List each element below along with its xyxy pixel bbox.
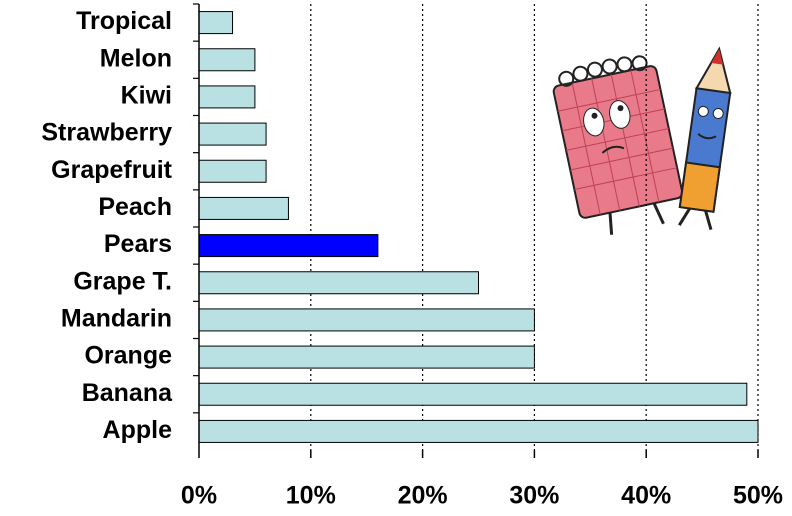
bar <box>198 48 256 72</box>
x-tick-label: 0% <box>181 482 217 510</box>
x-tick-label: 20% <box>398 482 448 510</box>
bar <box>198 234 379 258</box>
x-tick-label: 50% <box>733 482 783 510</box>
y-tick-label: Tropical <box>76 7 172 35</box>
plot-area: 0% 10% 20% 30% 40% 50% Tropical Melon Kiwi Strawb… <box>41 3 783 510</box>
clipart <box>552 46 732 235</box>
y-tick-label: Peach <box>98 193 172 221</box>
bar <box>198 196 289 220</box>
y-tick-label: Grape T. <box>73 267 172 295</box>
y-tick-label: Mandarin <box>61 305 172 333</box>
y-tick-label: Kiwi <box>121 82 172 110</box>
bar <box>198 271 479 295</box>
bar <box>198 11 234 35</box>
y-tick-label: Strawberry <box>41 119 172 147</box>
y-tick-label: Grapefruit <box>51 156 173 184</box>
x-tick-label: 10% <box>286 482 336 510</box>
x-tick-label: 30% <box>509 482 559 510</box>
x-tick-label: 40% <box>621 482 671 510</box>
y-tick-label: Orange <box>84 342 172 370</box>
bar <box>198 419 759 443</box>
bar <box>198 345 535 369</box>
y-tick-label: Melon <box>100 44 172 72</box>
y-tick-label: Pears <box>104 230 172 258</box>
bar <box>198 159 267 183</box>
bar <box>198 308 535 332</box>
y-tick-label: Apple <box>103 416 173 444</box>
bar <box>198 122 267 146</box>
bar <box>198 382 748 406</box>
y-tick-label: Banana <box>82 379 173 407</box>
bar <box>198 85 256 109</box>
